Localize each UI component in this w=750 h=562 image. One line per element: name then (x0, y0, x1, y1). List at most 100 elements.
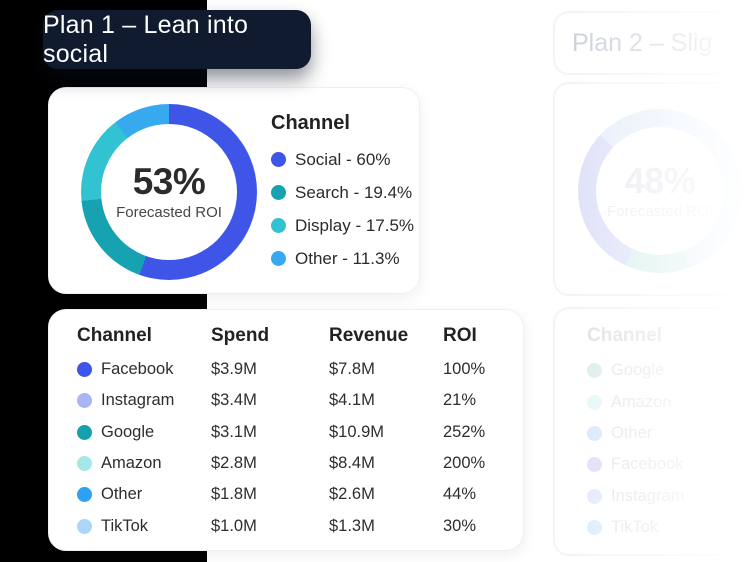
table-rows: Facebook $3.9M $7.8M 100% Instagram $3.4… (77, 354, 503, 542)
channel-cell: Google (77, 423, 211, 442)
legend-label-other: Other - 11.3% (295, 248, 400, 268)
plan1-donut-chart: 53% Forecasted ROI (81, 104, 257, 280)
spend-value: $3.1M (211, 422, 257, 441)
plan2-forecasted-roi-label: Forecasted ROI (607, 202, 713, 220)
table-row-other: Other $1.8M $2.6M 44% (77, 479, 503, 510)
channel-dot-google-faded (587, 363, 602, 379)
legend-item-social: Social - 60% (271, 143, 414, 176)
plan2-tab[interactable]: Plan 2 – Slig (553, 11, 750, 75)
channel-name: Amazon (611, 392, 672, 411)
legend-dot-social (271, 152, 286, 167)
col-header-revenue: Revenue (329, 325, 409, 346)
roi-value: 100% (443, 360, 486, 379)
table-row-tiktok: TikTok $1.0M $1.3M 30% (77, 510, 503, 541)
table-row-instagram: Instagram $3.4M $4.1M 21% (77, 385, 503, 416)
channel-dot-other-faded (587, 425, 602, 441)
spend-value: $1.0M (211, 516, 257, 535)
revenue-value: $2.6M (329, 485, 375, 504)
channel-name: TikTok (611, 518, 659, 537)
channel-dot-instagram (77, 393, 92, 409)
plan2-row-amazon: Amazon (587, 386, 684, 417)
spend-value: $2.8M (211, 454, 257, 473)
channel-dot-instagram-faded (587, 488, 602, 504)
plan2-row-other: Other (587, 418, 684, 449)
revenue-value: $7.8M (329, 360, 375, 379)
roi-value: 21% (443, 391, 477, 410)
table-row-amazon: Amazon $2.8M $8.4M 200% (77, 448, 503, 479)
legend-item-other: Other - 11.3% (271, 242, 414, 275)
channel-name: Google (101, 422, 155, 441)
revenue-value: $4.1M (329, 391, 375, 410)
plan2-row-facebook: Facebook (587, 449, 684, 480)
col-header-channel: Channel (77, 325, 152, 346)
forecasted-roi-value: 53% (132, 161, 206, 202)
revenue-value: $10.9M (329, 422, 385, 441)
plan1-donut-center: 53% Forecasted ROI (101, 124, 237, 260)
plan2-row-instagram: Instagram (587, 481, 684, 512)
legend-item-search: Search - 19.4% (271, 176, 414, 209)
spend-value: $1.8M (211, 485, 257, 504)
legend-label-social: Social - 60% (295, 149, 391, 169)
roi-value: 200% (443, 454, 486, 473)
plan2-row-google: Google (587, 355, 684, 386)
channel-name: Instagram (101, 391, 175, 410)
legend-dot-display (271, 218, 286, 233)
legend-label-display: Display - 17.5% (295, 215, 415, 235)
table-row-google: Google $3.1M $10.9M 252% (77, 417, 503, 448)
table-row-facebook: Facebook $3.9M $7.8M 100% (77, 354, 503, 385)
plan1-table-card: Channel Spend Revenue ROI Facebook $3.9M… (48, 309, 524, 551)
revenue-value: $1.3M (329, 516, 375, 535)
channel-dot-tiktok (77, 518, 92, 534)
channel-dot-other (77, 487, 92, 503)
channel-dot-tiktok-faded (587, 520, 602, 536)
plan2-table-card: Channel Google Amazon Other Facebook Ins… (553, 307, 750, 556)
plan2-donut-center: 48% Forecasted ROI (596, 127, 724, 255)
legend-dot-search (271, 185, 286, 200)
channel-name: Other (101, 485, 143, 504)
table-header-row: Channel Spend Revenue ROI (77, 325, 503, 347)
plan2-table-rows: Google Amazon Other Facebook Instagram T… (587, 355, 684, 543)
channel-name: Facebook (101, 360, 174, 379)
channel-dot-google (77, 424, 92, 440)
plan1-donut-card: 53% Forecasted ROI Channel Social - 60% … (48, 87, 420, 294)
legend-dot-other (271, 251, 286, 266)
channel-dot-amazon (77, 456, 92, 472)
plan2-col-header-channel: Channel (587, 325, 662, 346)
plan1-tab[interactable]: Plan 1 – Lean into social (43, 10, 311, 69)
channel-dot-facebook-faded (587, 457, 602, 473)
channel-name: Instagram (611, 486, 685, 505)
roi-value: 30% (443, 516, 477, 535)
channel-name: Amazon (101, 454, 162, 473)
col-header-roi: ROI (443, 325, 477, 346)
channel-name: TikTok (101, 516, 149, 535)
plan1-table: Channel Spend Revenue ROI Facebook $3.9M… (77, 325, 503, 542)
plan2-title: Plan 2 – Slig (572, 28, 713, 57)
channel-name: Facebook (611, 455, 684, 474)
revenue-value: $8.4M (329, 454, 375, 473)
plan1-legend: Channel Social - 60% Search - 19.4% Disp… (271, 112, 414, 275)
roi-value: 44% (443, 485, 477, 504)
plan2-row-tiktok: TikTok (587, 512, 684, 543)
forecasted-roi-label: Forecasted ROI (116, 204, 222, 221)
roi-value: 252% (443, 422, 486, 441)
plan2-donut-card: 48% Forecasted ROI (553, 82, 750, 296)
channel-name: Other (611, 423, 653, 442)
channel-cell: Amazon (77, 454, 211, 473)
channel-cell: TikTok (77, 517, 211, 536)
legend-item-display: Display - 17.5% (271, 209, 414, 242)
legend-title: Channel (271, 112, 350, 134)
plan2-donut-chart: 48% Forecasted ROI (578, 109, 742, 273)
legend-label-search: Search - 19.4% (295, 182, 413, 202)
channel-dot-amazon-faded (587, 394, 602, 410)
channel-cell: Instagram (77, 391, 211, 410)
spend-value: $3.4M (211, 391, 257, 410)
channel-name: Google (611, 361, 665, 380)
col-header-spend: Spend (211, 325, 270, 346)
channel-dot-facebook (77, 362, 92, 378)
channel-cell: Other (77, 485, 211, 504)
plan2-table: Channel Google Amazon Other Facebook Ins… (587, 325, 684, 543)
channel-cell: Facebook (77, 360, 211, 379)
plan2-forecasted-roi-value: 48% (624, 159, 696, 201)
spend-value: $3.9M (211, 360, 257, 379)
